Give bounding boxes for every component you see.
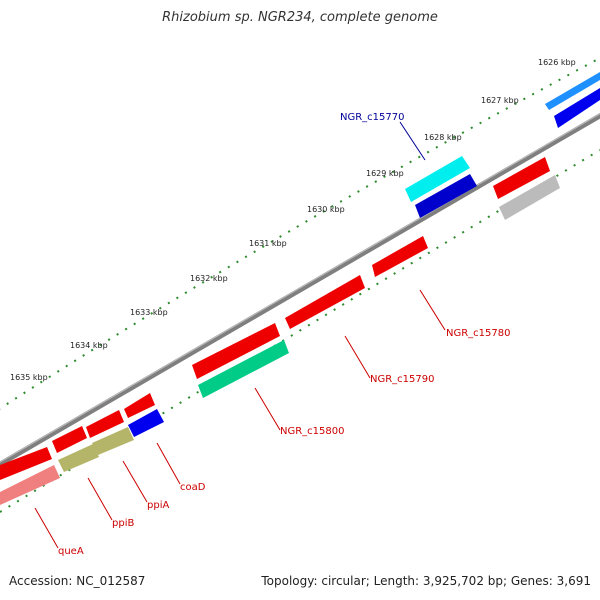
gene-label-ppiA[interactable]: ppiA bbox=[147, 500, 169, 511]
gene-label-ppiB[interactable]: ppiB bbox=[112, 518, 134, 529]
callout-line bbox=[254, 387, 281, 431]
gene-label-queA[interactable]: queA bbox=[58, 546, 84, 557]
genome-summary: Topology: circular; Length: 3,925,702 bp… bbox=[261, 574, 591, 588]
kbp-label: 1635 kbp bbox=[10, 373, 48, 382]
gene-feature-ngr-c15780[interactable] bbox=[372, 236, 428, 277]
accession-label: Accession: NC_012587 bbox=[9, 574, 146, 588]
map-title: Rhizobium sp. NGR234, complete genome bbox=[162, 10, 438, 25]
callout-line bbox=[34, 507, 59, 549]
callout-line bbox=[122, 460, 148, 503]
kbp-label: 1626 kbp bbox=[538, 58, 576, 67]
gene-feature-coaD[interactable] bbox=[124, 393, 155, 418]
gene-label-ngr-c15800[interactable]: NGR_c15800 bbox=[280, 426, 345, 437]
gene-feature[interactable] bbox=[554, 88, 600, 128]
callout-line bbox=[399, 121, 426, 161]
gene-feature[interactable] bbox=[545, 72, 600, 110]
kbp-label: 1627 kbp bbox=[481, 96, 519, 105]
kbp-label: 1634 kbp bbox=[70, 341, 108, 350]
callout-line bbox=[156, 442, 181, 485]
gene-feature[interactable] bbox=[198, 340, 289, 398]
gene-feature-ngr-c15790[interactable] bbox=[285, 275, 365, 329]
gene-feature-ngr-c15800[interactable] bbox=[192, 323, 280, 379]
gene-label-ngr-c15790[interactable]: NGR_c15790 bbox=[370, 374, 435, 385]
gene-feature[interactable] bbox=[58, 444, 99, 472]
kbp-label: 1633 kbp bbox=[130, 308, 168, 317]
kbp-label: 1632 kbp bbox=[190, 274, 228, 283]
gene-feature[interactable] bbox=[415, 174, 477, 218]
kbp-label: 1628 kbp bbox=[424, 133, 462, 142]
gene-label-ngr-c15770[interactable]: NGR_c15770 bbox=[340, 112, 405, 123]
gene-label-coaD[interactable]: coaD bbox=[180, 482, 206, 493]
gene-feature-ppiA[interactable] bbox=[86, 410, 124, 438]
callout-line bbox=[344, 335, 371, 379]
gene-feature[interactable] bbox=[128, 409, 164, 437]
gene-feature[interactable] bbox=[493, 157, 550, 199]
genome-backbone-highlight bbox=[0, 113, 600, 463]
kbp-label: 1631 kbp bbox=[249, 239, 287, 248]
gene-feature[interactable] bbox=[92, 427, 134, 455]
gene-feature[interactable] bbox=[499, 175, 560, 220]
kbp-label: 1629 kbp bbox=[366, 169, 404, 178]
gene-feature-ppiB[interactable] bbox=[52, 426, 87, 453]
outer-tick-ring bbox=[0, 57, 600, 410]
callout-line bbox=[419, 289, 446, 331]
gene-feature[interactable] bbox=[0, 465, 60, 505]
kbp-label: 1630 kbp bbox=[307, 205, 345, 214]
gene-feature-queA[interactable] bbox=[0, 447, 52, 480]
genome-backbone bbox=[0, 112, 600, 468]
callout-line bbox=[87, 477, 113, 521]
gene-feature-ngr-c15770[interactable] bbox=[405, 156, 470, 202]
gene-label-ngr-c15780[interactable]: NGR_c15780 bbox=[446, 328, 511, 339]
